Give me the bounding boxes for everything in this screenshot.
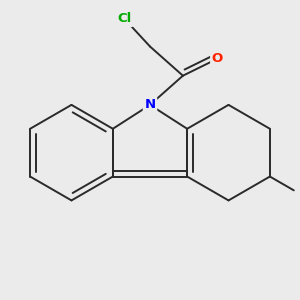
Text: N: N [144,98,156,111]
Text: Cl: Cl [117,12,132,26]
Text: O: O [212,52,223,65]
